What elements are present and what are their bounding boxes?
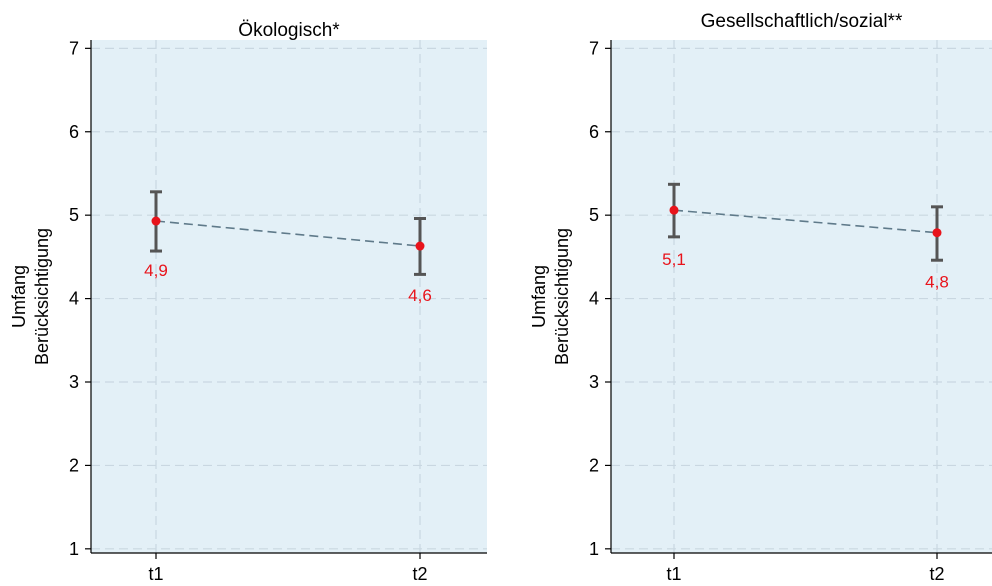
y-tick-label: 3 bbox=[69, 372, 79, 392]
plot-area-1 bbox=[91, 40, 487, 553]
data-point bbox=[151, 216, 161, 226]
y-tick-label: 7 bbox=[69, 38, 79, 58]
y-axis-label: Umfang bbox=[9, 265, 29, 328]
y-tick-label: 1 bbox=[589, 539, 599, 559]
y-axis-label: Umfang bbox=[529, 265, 549, 328]
y-tick-label: 2 bbox=[589, 455, 599, 475]
y-tick-label: 1 bbox=[69, 539, 79, 559]
y-tick-label: 2 bbox=[69, 455, 79, 475]
data-point bbox=[669, 205, 679, 215]
data-label: 5,1 bbox=[662, 250, 686, 269]
data-label: 4,9 bbox=[144, 261, 168, 280]
chart-title: Gesellschaftlich/sozial** bbox=[701, 11, 903, 32]
data-point bbox=[932, 228, 942, 238]
x-tick-label: t1 bbox=[666, 564, 681, 584]
chart-title: Ökologisch* bbox=[238, 20, 340, 41]
y-tick-label: 5 bbox=[589, 205, 599, 225]
y-tick-label: 4 bbox=[589, 289, 599, 309]
y-tick-label: 6 bbox=[69, 122, 79, 142]
y-axis-label: Berücksichtigung bbox=[32, 228, 52, 365]
y-tick-label: 3 bbox=[589, 372, 599, 392]
y-tick-label: 7 bbox=[589, 38, 599, 58]
data-label: 4,8 bbox=[925, 273, 949, 292]
data-point bbox=[415, 241, 425, 251]
x-tick-label: t2 bbox=[929, 564, 944, 584]
y-axis-label: Berücksichtigung bbox=[552, 228, 572, 365]
y-tick-label: 4 bbox=[69, 289, 79, 309]
x-tick-label: t2 bbox=[412, 564, 427, 584]
data-label: 4,6 bbox=[408, 286, 432, 305]
y-tick-label: 5 bbox=[69, 205, 79, 225]
series-connector-line bbox=[155, 220, 421, 247]
y-tick-label: 6 bbox=[589, 122, 599, 142]
plot-area-2 bbox=[611, 40, 992, 553]
x-tick-label: t1 bbox=[148, 564, 163, 584]
series-connector-line bbox=[673, 209, 938, 234]
